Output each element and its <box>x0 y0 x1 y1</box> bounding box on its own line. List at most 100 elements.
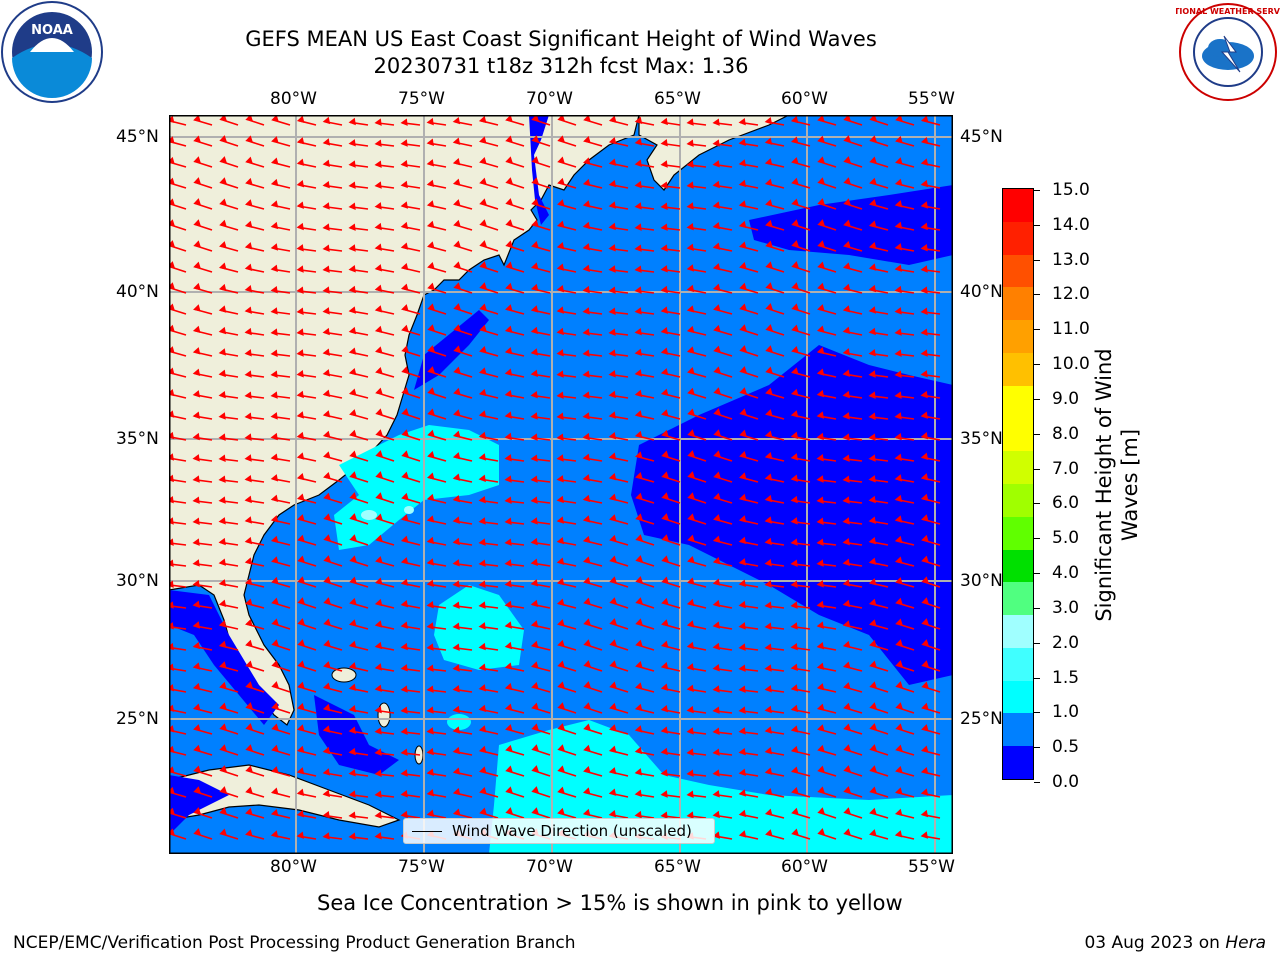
wave-arrowhead <box>192 368 201 376</box>
wave-arrowhead <box>895 787 903 795</box>
wave-arrowhead <box>322 389 331 397</box>
wave-arrowhead <box>869 786 877 794</box>
wave-arrowhead <box>244 475 252 483</box>
wave-arrowhead <box>921 618 930 626</box>
wave-arrowhead <box>895 115 903 122</box>
wave-arrowhead <box>790 725 799 733</box>
wave-arrowhead <box>349 513 358 521</box>
wave-arrowhead <box>400 664 408 672</box>
wave-arrowhead <box>452 601 460 609</box>
wave-arrowhead <box>556 327 564 336</box>
lon-label-bottom-60w: 60°W <box>781 857 828 877</box>
wave-arrowhead <box>661 429 669 438</box>
wave-arrowhead <box>816 703 825 711</box>
colorbar-tick-label: 1.5 <box>1052 667 1080 688</box>
wave-arrowhead <box>530 348 539 356</box>
wave-arrowhead <box>296 201 304 209</box>
wave-arrowhead <box>322 265 330 273</box>
wave-arrowhead <box>894 432 902 441</box>
wave-arrowhead <box>374 663 383 671</box>
wave-arrowhead <box>375 346 383 354</box>
wave-arrowhead <box>660 326 669 335</box>
wave-arrowhead <box>296 328 304 336</box>
wave-arrowhead <box>842 640 851 649</box>
wave-arrowhead <box>531 135 540 143</box>
wave-arrowhead <box>556 433 564 441</box>
wave-arrowhead <box>842 558 850 567</box>
wave-arrowhead <box>192 579 200 588</box>
wave-arrowhead <box>504 703 513 711</box>
wave-arrowhead <box>323 597 331 605</box>
wave-arrowhead <box>557 807 565 816</box>
wave-arrowhead <box>634 223 642 231</box>
wave-arrowhead <box>478 388 487 397</box>
wave-arrowhead <box>322 180 330 189</box>
wave-arrowhead <box>920 473 929 481</box>
wave-arrowhead <box>348 285 356 294</box>
wave-arrowhead <box>452 767 461 775</box>
wave-arrowhead <box>453 199 461 207</box>
wave-arrowhead <box>895 157 903 165</box>
wave-arrowhead <box>505 219 513 227</box>
wave-arrowhead <box>531 702 539 710</box>
wave-arrowhead <box>713 429 722 437</box>
wave-arrowhead <box>400 557 409 565</box>
wave-arrowhead <box>791 177 799 185</box>
wave-arrowhead <box>427 241 435 249</box>
wave-arrowhead <box>660 769 668 777</box>
wave-arrowhead <box>426 138 434 146</box>
wave-arrowhead <box>322 348 330 356</box>
lon-label-top-65w: 65°W <box>654 89 701 109</box>
wave-arrowhead <box>686 577 695 585</box>
wave-arrowhead <box>452 746 461 755</box>
wave-arrowhead <box>452 116 461 125</box>
colorbar-label-line2: Waves [m] <box>1118 428 1142 542</box>
wave-arrowhead <box>660 388 669 396</box>
wave-arrowhead <box>478 580 486 588</box>
wave-arrowhead <box>609 702 617 711</box>
wave-arrowhead <box>582 200 591 208</box>
wave-arrowhead <box>400 118 408 126</box>
wave-arrowhead <box>426 727 434 735</box>
lon-label-bottom-70w: 70°W <box>526 857 573 877</box>
wave-arrowhead <box>661 492 669 500</box>
wave-arrowhead <box>687 450 696 458</box>
wave-arrowhead <box>920 452 929 460</box>
wave-arrowhead <box>504 600 512 609</box>
wave-arrowhead <box>374 705 382 714</box>
wave-arrowhead <box>348 769 356 777</box>
wave-arrowhead <box>504 641 513 650</box>
wave-arrowhead <box>270 808 279 817</box>
wave-arrowhead <box>245 135 253 143</box>
wave-arrowhead <box>400 790 408 798</box>
wave-arrowhead <box>609 660 617 668</box>
wave-arrowhead <box>296 286 304 294</box>
wave-arrowhead <box>842 305 851 313</box>
colorbar-segment <box>1003 680 1033 714</box>
wave-arrowhead <box>348 790 356 798</box>
wave-arrowhead <box>712 769 720 777</box>
wave-arrowhead <box>635 513 643 521</box>
wave-arrowhead <box>557 619 565 627</box>
wave-arrowhead <box>426 600 434 609</box>
colorbar-tick-mark <box>1034 398 1040 400</box>
wave-arrowhead <box>478 704 487 713</box>
colorbar-tick-label: 5.0 <box>1052 528 1080 549</box>
wave-arrowhead <box>634 307 642 315</box>
wave-arrowhead <box>582 221 591 230</box>
wave-arrowhead <box>244 391 252 399</box>
wave-arrowhead <box>660 747 668 756</box>
wave-arrowhead <box>219 156 228 164</box>
wave-arrowhead <box>608 788 617 796</box>
wave-arrowhead <box>400 180 408 189</box>
wave-arrowhead <box>635 618 643 626</box>
wave-arrowhead <box>401 366 409 374</box>
wave-arrowhead <box>608 809 617 818</box>
colorbar-tick-mark <box>1034 224 1040 226</box>
wave-arrowhead <box>764 808 773 816</box>
wave-arrowhead <box>400 600 409 608</box>
wave-arrowhead <box>895 639 903 647</box>
wave-arrowhead <box>504 559 512 567</box>
wave-arrowhead <box>764 643 772 651</box>
wave-arrowhead <box>634 768 643 776</box>
